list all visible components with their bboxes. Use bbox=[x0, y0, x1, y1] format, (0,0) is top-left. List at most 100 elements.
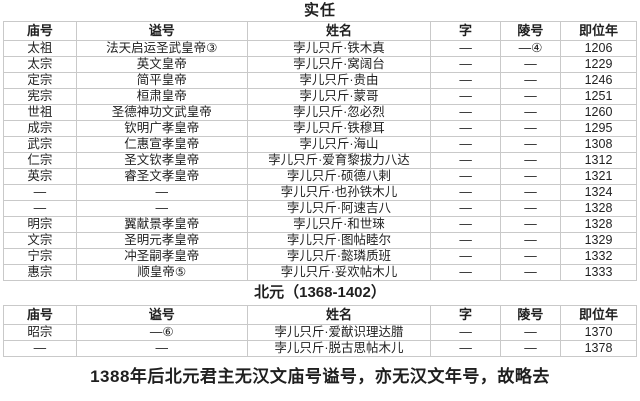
cell-posthumous-name: 英文皇帝 bbox=[75, 56, 248, 73]
cell-courtesy-name: — bbox=[430, 248, 501, 265]
cell-courtesy-name: — bbox=[430, 152, 501, 169]
table-row: 成宗 钦明广孝皇帝 孛儿只斤·铁穆耳 — —1295 bbox=[3, 120, 637, 137]
table-row: 定宗 简平皇帝 孛儿只斤·贵由 — —1246 bbox=[3, 72, 637, 89]
emperors-table-header: 庙号 谥号 姓名字陵号 即位年 bbox=[3, 21, 637, 41]
cell-tomb-name: — bbox=[499, 152, 562, 169]
cell-temple-name: 宪宗 bbox=[3, 88, 77, 105]
column-header-temple-name: 庙号 bbox=[3, 21, 77, 41]
cell-accession-year: 1308 bbox=[560, 136, 637, 153]
cell-courtesy-name: — bbox=[430, 72, 501, 89]
cell-posthumous-name: —⑥ bbox=[75, 324, 248, 341]
table-row: 文宗 圣明元孝皇帝 孛儿只斤·图帖睦尔 — —1329 bbox=[3, 232, 637, 249]
cell-temple-name: 武宗 bbox=[3, 136, 77, 153]
cell-courtesy-name: — bbox=[430, 264, 501, 281]
emperors-table-body: 太祖 法天启运圣武皇帝③ 孛儿只斤·铁木真 — —④ 1206 太宗 英文皇帝 孛儿只斤·窝阔台… bbox=[3, 40, 637, 281]
cell-tomb-name: — bbox=[499, 264, 562, 281]
table-row: 太宗 英文皇帝 孛儿只斤·窝阔台 — —1229 bbox=[3, 56, 637, 73]
cell-tomb-name: — bbox=[499, 168, 562, 185]
cell-temple-name: 太宗 bbox=[3, 56, 77, 73]
table-row: 英宗 睿圣文孝皇帝 孛儿只斤·硕德八剌 — —1321 bbox=[3, 168, 637, 185]
cell-temple-name: — bbox=[3, 340, 77, 357]
cell-accession-year: 1206 bbox=[560, 40, 637, 57]
table-row: — — 孛儿只斤·阿速吉八 — —1328 bbox=[3, 200, 637, 217]
cell-tomb-name: — bbox=[499, 248, 562, 265]
cell-accession-year: 1328 bbox=[560, 200, 637, 217]
cell-courtesy-name: — bbox=[430, 120, 501, 137]
header-row: 庙号 谥号 姓名字陵号 即位年 bbox=[3, 305, 637, 325]
cell-accession-year: 1333 bbox=[560, 264, 637, 281]
cell-temple-name: — bbox=[3, 184, 77, 201]
table-row: — — 孛儿只斤·脱古思帖木儿 — —1378 bbox=[3, 340, 637, 357]
cell-tomb-name: — bbox=[499, 88, 562, 105]
cell-accession-year: 1246 bbox=[560, 72, 637, 89]
cell-courtesy-name: — bbox=[430, 324, 501, 341]
cell-personal-name: 孛儿只斤·铁穆耳 bbox=[246, 120, 432, 137]
cell-courtesy-name: — bbox=[430, 200, 501, 217]
north-yuan-table-body: 昭宗 —⑥ 孛儿只斤·爱猷识理达腊 — —1370— — 孛儿只斤·脱古思帖木儿 — —1378 bbox=[3, 324, 637, 357]
cell-accession-year: 1378 bbox=[560, 340, 637, 357]
cell-posthumous-name: — bbox=[75, 184, 248, 201]
cell-tomb-name: — bbox=[499, 216, 562, 233]
table-row: 宁宗 冲圣嗣孝皇帝 孛儿只斤·懿璘质班 — —1332 bbox=[3, 248, 637, 265]
table-row: 昭宗 —⑥ 孛儿只斤·爱猷识理达腊 — —1370 bbox=[3, 324, 637, 341]
cell-tomb-name: — bbox=[499, 72, 562, 89]
cell-tomb-name: —④ bbox=[499, 40, 562, 57]
cell-posthumous-name: 圣明元孝皇帝 bbox=[75, 232, 248, 249]
cell-tomb-name: — bbox=[499, 104, 562, 121]
cell-courtesy-name: — bbox=[430, 104, 501, 121]
cell-tomb-name: — bbox=[499, 324, 562, 341]
cell-accession-year: 1328 bbox=[560, 216, 637, 233]
cell-posthumous-name: — bbox=[75, 200, 248, 217]
cell-personal-name: 孛儿只斤·蒙哥 bbox=[246, 88, 432, 105]
column-header-temple-name: 庙号 bbox=[3, 305, 77, 325]
column-header-courtesy-name: 字 bbox=[430, 21, 501, 41]
north-yuan-table: 庙号 谥号 姓名字陵号 即位年 昭宗 —⑥ 孛儿只斤·爱猷识理达腊 — —1370— — 孛儿只斤… bbox=[3, 305, 637, 357]
table-row: 仁宗 圣文钦孝皇帝 孛儿只斤·爱育黎拔力八达 — —1312 bbox=[3, 152, 637, 169]
cell-personal-name: 孛儿只斤·铁木真 bbox=[246, 40, 432, 57]
cell-temple-name: 惠宗 bbox=[3, 264, 77, 281]
cell-posthumous-name: 法天启运圣武皇帝③ bbox=[75, 40, 248, 57]
cell-temple-name: 定宗 bbox=[3, 72, 77, 89]
cell-personal-name: 孛儿只斤·贵由 bbox=[246, 72, 432, 89]
cell-temple-name: 昭宗 bbox=[3, 324, 77, 341]
cell-accession-year: 1324 bbox=[560, 184, 637, 201]
cell-posthumous-name: 仁惠宣孝皇帝 bbox=[75, 136, 248, 153]
emperors-table: 庙号 谥号 姓名字陵号 即位年 太祖 法天启运圣武皇帝③ 孛儿只斤·铁木真 — —④ 1206 太… bbox=[3, 21, 637, 281]
cell-accession-year: 1370 bbox=[560, 324, 637, 341]
footer-note: 1388年后北元君主无汉文庙号谥号，亦无汉文年号，故略去 bbox=[90, 367, 550, 386]
column-header-tomb-name: 陵号 bbox=[499, 21, 562, 41]
column-header-personal-name: 姓名 bbox=[246, 21, 432, 41]
cell-personal-name: 孛儿只斤·和世琜 bbox=[246, 216, 432, 233]
cell-temple-name: 太祖 bbox=[3, 40, 77, 57]
cell-personal-name: 孛儿只斤·妥欢帖木儿 bbox=[246, 264, 432, 281]
cell-courtesy-name: — bbox=[430, 56, 501, 73]
table-row: 惠宗 顺皇帝⑤ 孛儿只斤·妥欢帖木儿 — —1333 bbox=[3, 264, 637, 281]
cell-tomb-name: — bbox=[499, 56, 562, 73]
cell-courtesy-name: — bbox=[430, 340, 501, 357]
cell-courtesy-name: — bbox=[430, 136, 501, 153]
column-header-accession-year: 即位年 bbox=[560, 305, 637, 325]
table-row: 武宗 仁惠宣孝皇帝 孛儿只斤·海山 — —1308 bbox=[3, 136, 637, 153]
cell-accession-year: 1332 bbox=[560, 248, 637, 265]
cell-posthumous-name: 顺皇帝⑤ bbox=[75, 264, 248, 281]
cell-courtesy-name: — bbox=[430, 88, 501, 105]
cell-temple-name: 仁宗 bbox=[3, 152, 77, 169]
cell-personal-name: 孛儿只斤·也孙铁木儿 bbox=[246, 184, 432, 201]
north-yuan-table-header: 庙号 谥号 姓名字陵号 即位年 bbox=[3, 305, 637, 325]
cell-personal-name: 孛儿只斤·脱古思帖木儿 bbox=[246, 340, 432, 357]
cell-personal-name: 孛儿只斤·图帖睦尔 bbox=[246, 232, 432, 249]
cell-temple-name: 英宗 bbox=[3, 168, 77, 185]
cell-accession-year: 1329 bbox=[560, 232, 637, 249]
cell-posthumous-name: 冲圣嗣孝皇帝 bbox=[75, 248, 248, 265]
cell-accession-year: 1295 bbox=[560, 120, 637, 137]
cell-personal-name: 孛儿只斤·懿璘质班 bbox=[246, 248, 432, 265]
cell-accession-year: 1312 bbox=[560, 152, 637, 169]
column-header-courtesy-name: 字 bbox=[430, 305, 501, 325]
cell-tomb-name: — bbox=[499, 340, 562, 357]
cell-temple-name: 明宗 bbox=[3, 216, 77, 233]
cell-temple-name: 世祖 bbox=[3, 104, 77, 121]
cell-personal-name: 孛儿只斤·爱猷识理达腊 bbox=[246, 324, 432, 341]
cell-tomb-name: — bbox=[499, 200, 562, 217]
cell-personal-name: 孛儿只斤·硕德八剌 bbox=[246, 168, 432, 185]
cell-temple-name: — bbox=[3, 200, 77, 217]
